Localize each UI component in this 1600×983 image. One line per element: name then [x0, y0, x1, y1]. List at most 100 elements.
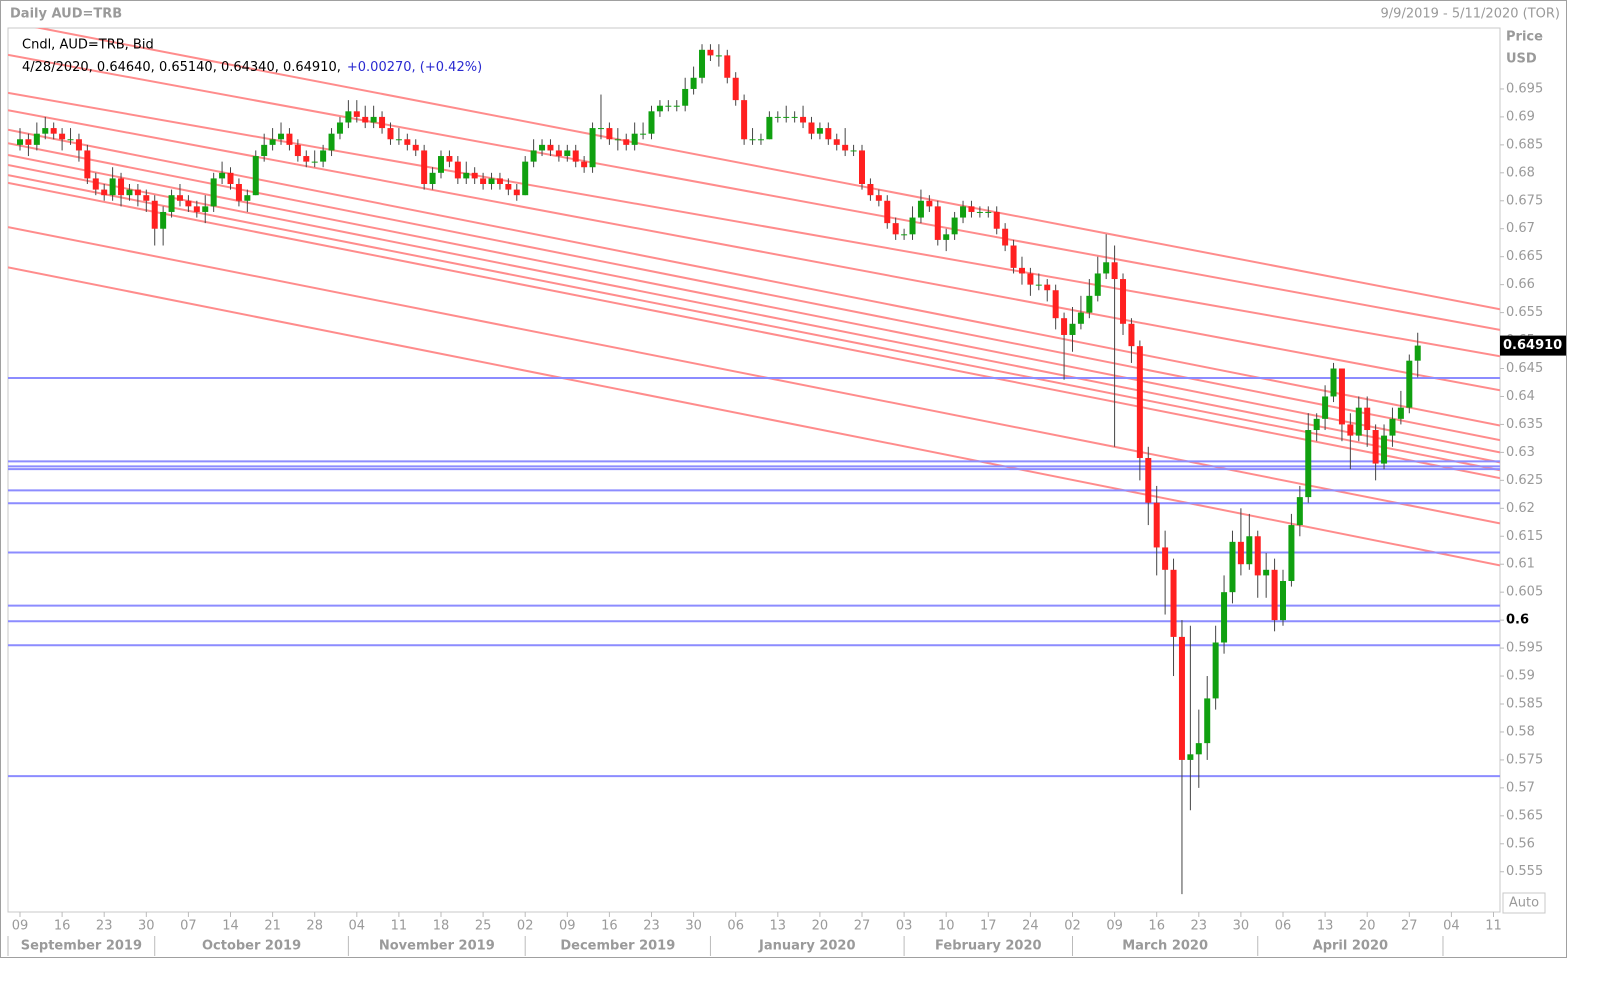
- candle-body: [294, 144, 301, 157]
- x-tick-label: 27: [1401, 919, 1418, 934]
- y-tick-label: 0.69: [1506, 109, 1535, 124]
- candle-body: [707, 49, 714, 56]
- auto-button[interactable]: [1502, 892, 1546, 914]
- candle-body: [126, 189, 133, 196]
- candle-body: [547, 144, 554, 151]
- candle-body: [345, 111, 352, 123]
- candle-body: [101, 189, 108, 196]
- x-tick-label: 06: [727, 919, 744, 934]
- y-tick-label: 0.555: [1506, 864, 1543, 879]
- candle-body: [1212, 642, 1219, 699]
- y-tick-label: 0.56: [1506, 836, 1535, 851]
- candle-body: [50, 128, 57, 134]
- candle-body: [438, 156, 444, 173]
- month-label: April 2020: [1313, 939, 1388, 954]
- candle-body: [1145, 457, 1152, 503]
- candle-body: [1322, 396, 1329, 419]
- candle-body: [25, 139, 32, 145]
- y-tick-label: 0.68: [1506, 165, 1535, 180]
- x-tick-label: 23: [96, 919, 113, 934]
- candle-body: [286, 133, 293, 145]
- candle-body: [1153, 502, 1160, 548]
- candle-body: [985, 211, 992, 213]
- x-tick-label: 23: [643, 919, 660, 934]
- x-tick-label: 17: [980, 919, 997, 934]
- candle-body: [505, 184, 512, 190]
- candle-body: [151, 200, 158, 229]
- candle-body: [757, 139, 764, 141]
- candle-body: [875, 195, 882, 201]
- candle-body: [1044, 284, 1051, 291]
- candle-body: [564, 150, 571, 157]
- candle-body: [976, 211, 983, 213]
- candle-body: [1263, 569, 1270, 576]
- candle-body: [513, 189, 520, 196]
- x-tick-label: 14: [222, 919, 239, 934]
- candle-body: [219, 172, 226, 179]
- candle-body: [901, 234, 908, 236]
- x-tick-label: 16: [601, 919, 618, 934]
- candle-body: [522, 161, 529, 196]
- candle-body: [884, 200, 891, 224]
- candle-body: [960, 206, 967, 218]
- y-tick-label: 0.615: [1506, 529, 1543, 544]
- candle-body: [951, 217, 958, 235]
- candle-body: [1313, 418, 1320, 431]
- candle-body: [185, 200, 192, 207]
- candle-body: [1347, 424, 1354, 436]
- candle-body: [892, 223, 899, 235]
- candle-body: [1094, 273, 1101, 296]
- candle-body: [1061, 318, 1068, 335]
- candle-body: [1397, 407, 1404, 419]
- candle-body: [1018, 267, 1025, 274]
- candle-body: [1035, 284, 1042, 286]
- y-tick-label: 0.695: [1506, 81, 1543, 96]
- last-price-label: 0.64910: [1503, 338, 1562, 353]
- candle-body: [488, 178, 495, 184]
- x-tick-label: 06: [1275, 919, 1292, 934]
- candle-body: [421, 150, 428, 184]
- candle-body: [496, 178, 503, 184]
- candle-body: [92, 178, 99, 190]
- candle-body: [1355, 407, 1362, 436]
- candle-body: [1170, 569, 1177, 637]
- y-tick-label: 0.67: [1506, 221, 1535, 236]
- candle-body: [269, 139, 276, 145]
- auto-label[interactable]: Auto: [1509, 896, 1539, 911]
- x-tick-label: 24: [1022, 919, 1039, 934]
- candle-body: [1077, 312, 1084, 324]
- x-tick-label: 07: [180, 919, 197, 934]
- x-tick-label: 27: [854, 919, 871, 934]
- month-label: January 2020: [758, 939, 855, 954]
- candle-body: [800, 116, 807, 123]
- y-tick-label: 0.64: [1506, 389, 1535, 404]
- last-price-tag: [1500, 335, 1566, 356]
- candle-body: [17, 139, 23, 145]
- x-tick-label: 25: [475, 919, 492, 934]
- candle-body: [42, 128, 49, 134]
- x-tick-label: 30: [138, 919, 155, 934]
- candle-body: [404, 139, 411, 145]
- candle-body: [1406, 360, 1413, 408]
- y-tick-label: 0.565: [1506, 808, 1543, 823]
- candle-body: [1338, 368, 1345, 425]
- y-tick-label: 0.655: [1506, 305, 1543, 320]
- candles: [17, 44, 1421, 895]
- y-tick-label: 0.61: [1506, 557, 1535, 572]
- candle-body: [934, 206, 941, 240]
- info-line: 4/28/2020, 0.64640, 0.65140, 0.64340, 0.…: [22, 60, 482, 75]
- y-tick-label: 0.625: [1506, 473, 1543, 488]
- candle-body: [766, 116, 773, 140]
- x-tick-label: 18: [433, 919, 450, 934]
- candle-body: [235, 184, 242, 201]
- y-tick-label: 0.6: [1506, 613, 1529, 628]
- candle-body: [75, 139, 82, 151]
- trend-line: [34, 28, 1500, 311]
- candle-body: [1187, 754, 1194, 760]
- candle-body: [210, 178, 217, 207]
- candle-body: [530, 150, 537, 162]
- candle-body: [539, 144, 546, 151]
- candle-body: [1204, 698, 1211, 744]
- candle-body: [480, 178, 487, 184]
